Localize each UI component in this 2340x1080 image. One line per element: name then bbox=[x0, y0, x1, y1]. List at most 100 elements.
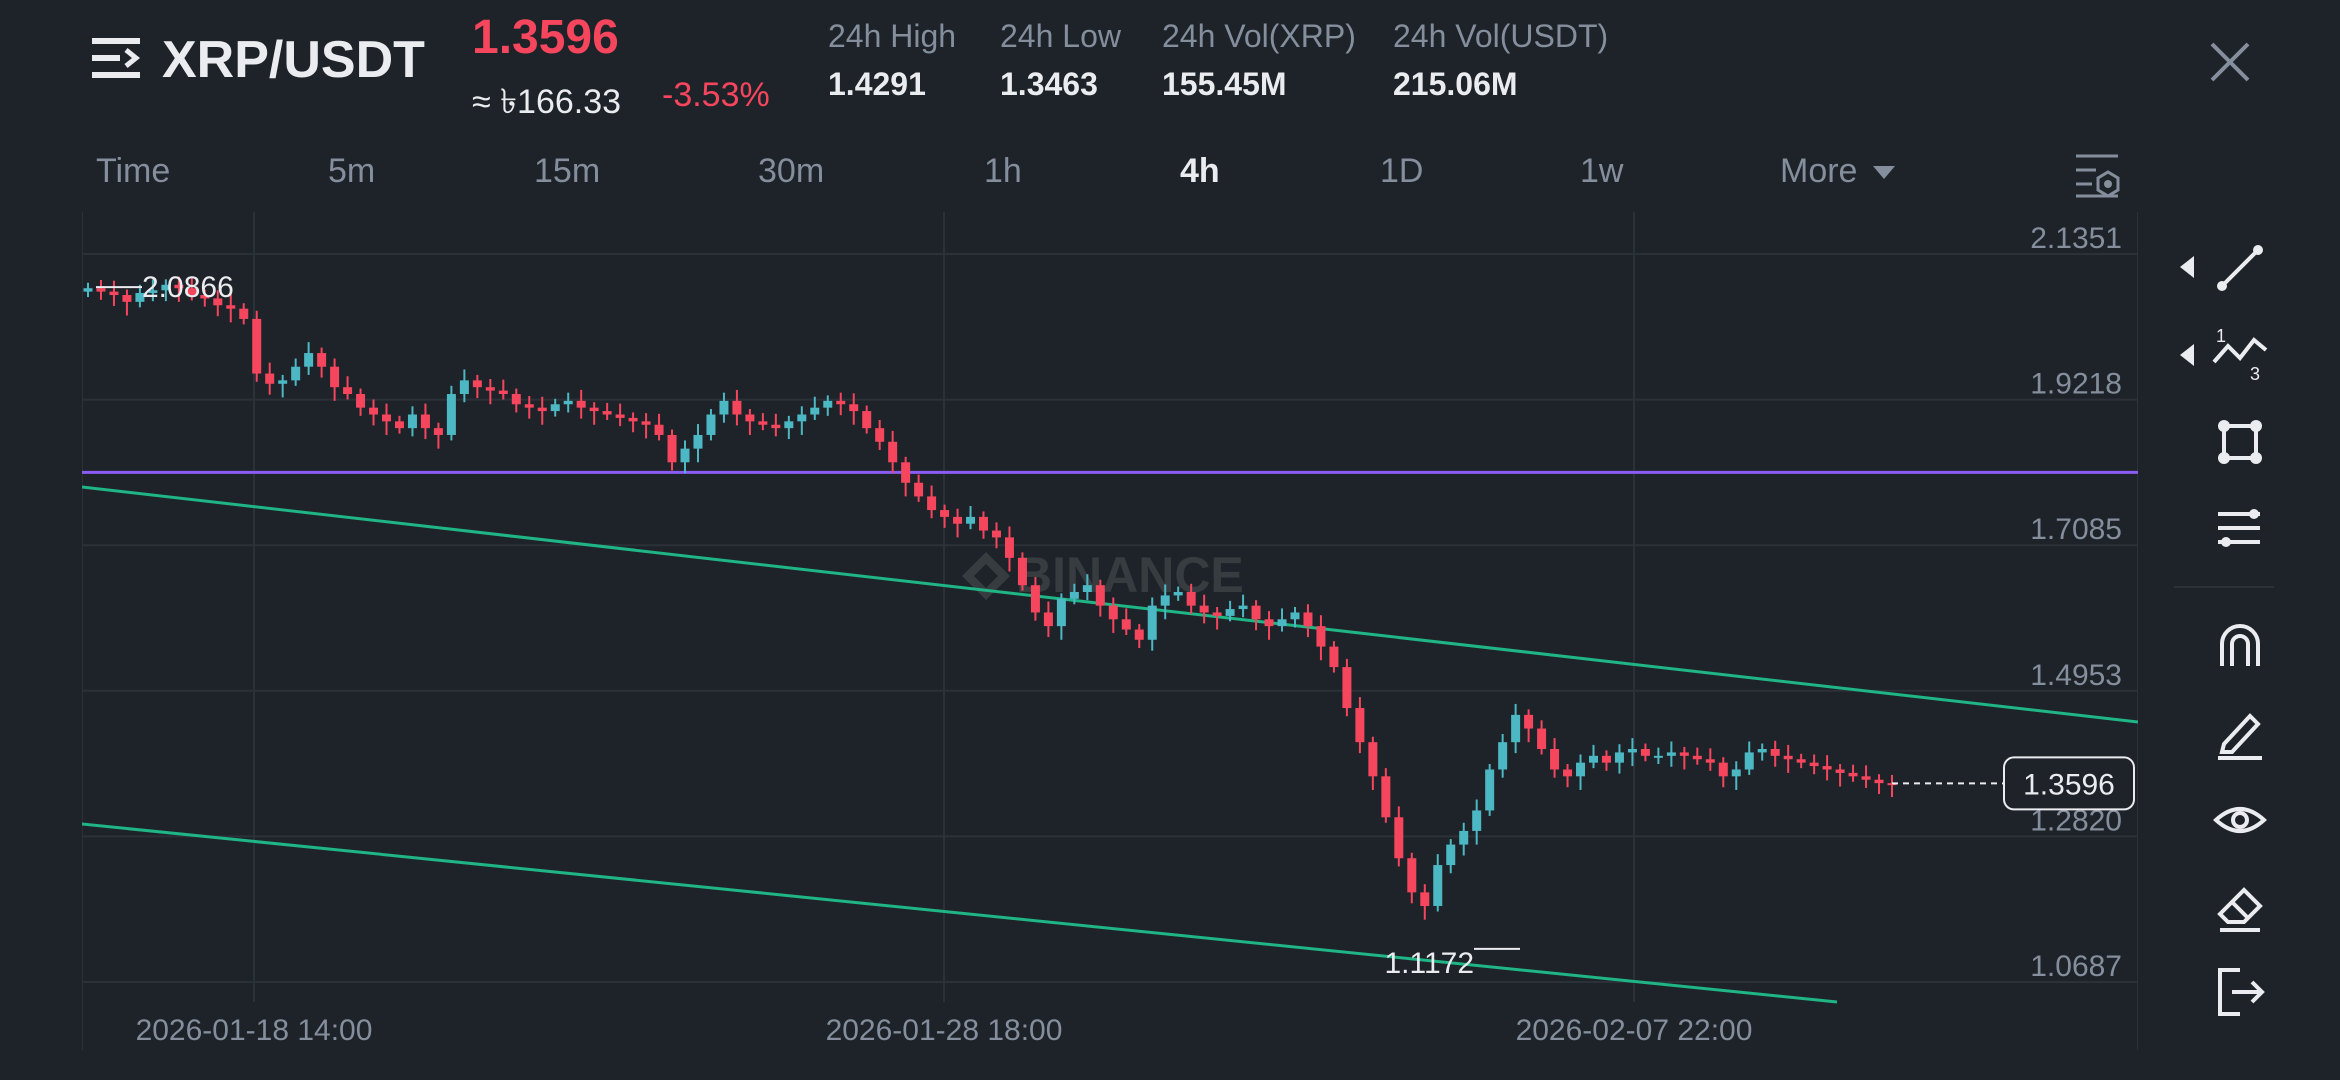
low-marker-label: 1.1172 bbox=[1384, 947, 1474, 980]
candle-body bbox=[1472, 810, 1482, 831]
candle-body bbox=[810, 407, 820, 415]
candle-body bbox=[667, 434, 677, 463]
timeframe-time[interactable]: Time bbox=[96, 152, 171, 190]
chart-area[interactable]: 2.1351 1.9218 1.7085 1.4953 1.2820 1.0687 2026… bbox=[82, 212, 2138, 1050]
chart-settings-icon[interactable] bbox=[2072, 150, 2122, 200]
candle-body bbox=[109, 291, 119, 296]
candle-body bbox=[1627, 749, 1637, 753]
candle-body bbox=[420, 414, 430, 429]
candle-body bbox=[1433, 865, 1443, 907]
candle-body bbox=[239, 308, 249, 319]
close-icon[interactable] bbox=[2202, 34, 2258, 90]
candle-body bbox=[1199, 605, 1209, 613]
stat-label-24h-vol-xrp: 24h Vol(XRP) bbox=[1162, 18, 1356, 54]
candle-body bbox=[1277, 619, 1287, 627]
candle-body bbox=[1835, 769, 1845, 773]
candle-body bbox=[226, 305, 236, 309]
candle-body bbox=[524, 404, 534, 408]
y-tick-label: 2.1351 bbox=[2030, 222, 2122, 255]
candle-body bbox=[1705, 759, 1715, 763]
svg-text:3: 3 bbox=[2250, 364, 2260, 384]
candle-body bbox=[1238, 605, 1248, 610]
candle-body bbox=[1783, 755, 1793, 760]
magnet-icon[interactable] bbox=[2210, 616, 2270, 676]
candle-body bbox=[1485, 769, 1495, 811]
candle-body bbox=[1147, 605, 1157, 640]
timeframe-1w[interactable]: 1w bbox=[1580, 152, 1624, 190]
stat-value-24h-low: 1.3463 bbox=[1000, 66, 1098, 102]
candle-body bbox=[732, 400, 742, 415]
candle-body bbox=[693, 434, 703, 449]
last-price: 1.3596 bbox=[472, 11, 619, 64]
candle-body bbox=[1420, 892, 1430, 907]
candle-body bbox=[1770, 749, 1780, 756]
candle-body bbox=[771, 424, 781, 429]
candle-body bbox=[836, 400, 846, 405]
caret-left-icon-2 bbox=[2180, 344, 2194, 366]
candle-body bbox=[602, 411, 612, 415]
candle-body bbox=[1576, 762, 1586, 777]
x-tick-label: 2026-01-18 14:00 bbox=[136, 1014, 373, 1047]
candle-body bbox=[927, 496, 937, 511]
candle-body bbox=[1731, 769, 1741, 777]
candle-body bbox=[615, 414, 625, 418]
candle-body bbox=[706, 414, 716, 435]
candle-body bbox=[485, 387, 495, 391]
stat-label-24h-low: 24h Low bbox=[1000, 18, 1121, 54]
timeframe-1h[interactable]: 1h bbox=[984, 152, 1022, 190]
candle-body bbox=[317, 353, 327, 367]
candle-body bbox=[122, 295, 132, 302]
candle-body bbox=[1822, 766, 1832, 770]
timeframe-more[interactable]: More bbox=[1780, 152, 1895, 191]
timeframe-4h[interactable]: 4h bbox=[1180, 152, 1220, 190]
exit-icon[interactable] bbox=[2210, 962, 2270, 1022]
timeframe-15m[interactable]: 15m bbox=[534, 152, 601, 190]
candle-body bbox=[1718, 762, 1728, 777]
candle-body bbox=[1394, 817, 1404, 859]
candle-body bbox=[1342, 667, 1352, 709]
pair-name[interactable]: XRP/USDT bbox=[162, 31, 425, 89]
trend-line-upper[interactable] bbox=[82, 485, 2138, 724]
y-tick-label: 1.4953 bbox=[2030, 659, 2122, 692]
eraser-icon[interactable] bbox=[2210, 876, 2270, 936]
candle-body bbox=[356, 394, 366, 408]
menu-icon[interactable] bbox=[92, 34, 142, 84]
candle-body bbox=[1601, 755, 1611, 763]
candle-body bbox=[1666, 752, 1676, 756]
candle-body bbox=[1511, 714, 1521, 743]
shape-icon[interactable] bbox=[2210, 412, 2270, 472]
fiat-price: ≈ ৳166.33 bbox=[472, 83, 622, 121]
candle-body bbox=[394, 421, 404, 429]
candle-body bbox=[901, 462, 911, 483]
last-price-label: 1.3596 bbox=[2023, 768, 2115, 801]
timeframe-1d[interactable]: 1D bbox=[1380, 152, 1424, 190]
candle-body bbox=[1809, 762, 1819, 767]
candle-body bbox=[1212, 612, 1222, 616]
candle-body bbox=[369, 407, 379, 415]
pencil-icon[interactable] bbox=[2210, 702, 2270, 762]
candle-body bbox=[1329, 646, 1339, 668]
candle-body bbox=[979, 516, 989, 531]
candle-body bbox=[875, 428, 885, 442]
timeframe-more-label: More bbox=[1780, 152, 1858, 190]
indicator-icon[interactable] bbox=[2210, 498, 2270, 558]
candle-body bbox=[1264, 619, 1274, 627]
candle-body bbox=[472, 380, 482, 388]
candle-body bbox=[823, 400, 833, 408]
candle-body bbox=[1848, 772, 1858, 777]
candle-body bbox=[1043, 612, 1053, 627]
candle-body bbox=[187, 288, 197, 296]
timeframe-30m[interactable]: 30m bbox=[758, 152, 825, 190]
candle-body bbox=[1030, 585, 1040, 613]
candlestick-chart[interactable]: 2.13511.92181.70851.49531.28201.06872026… bbox=[82, 212, 2138, 1050]
timeframe-5m[interactable]: 5m bbox=[328, 152, 376, 190]
candle-body bbox=[278, 380, 288, 384]
eye-icon[interactable] bbox=[2210, 790, 2270, 850]
candle-body bbox=[966, 516, 976, 524]
trend-line-lower[interactable] bbox=[82, 822, 1838, 1004]
candle-body bbox=[135, 292, 145, 302]
candle-body bbox=[161, 284, 171, 291]
candle-body bbox=[1121, 619, 1131, 630]
trend-line-icon[interactable] bbox=[2210, 238, 2270, 298]
